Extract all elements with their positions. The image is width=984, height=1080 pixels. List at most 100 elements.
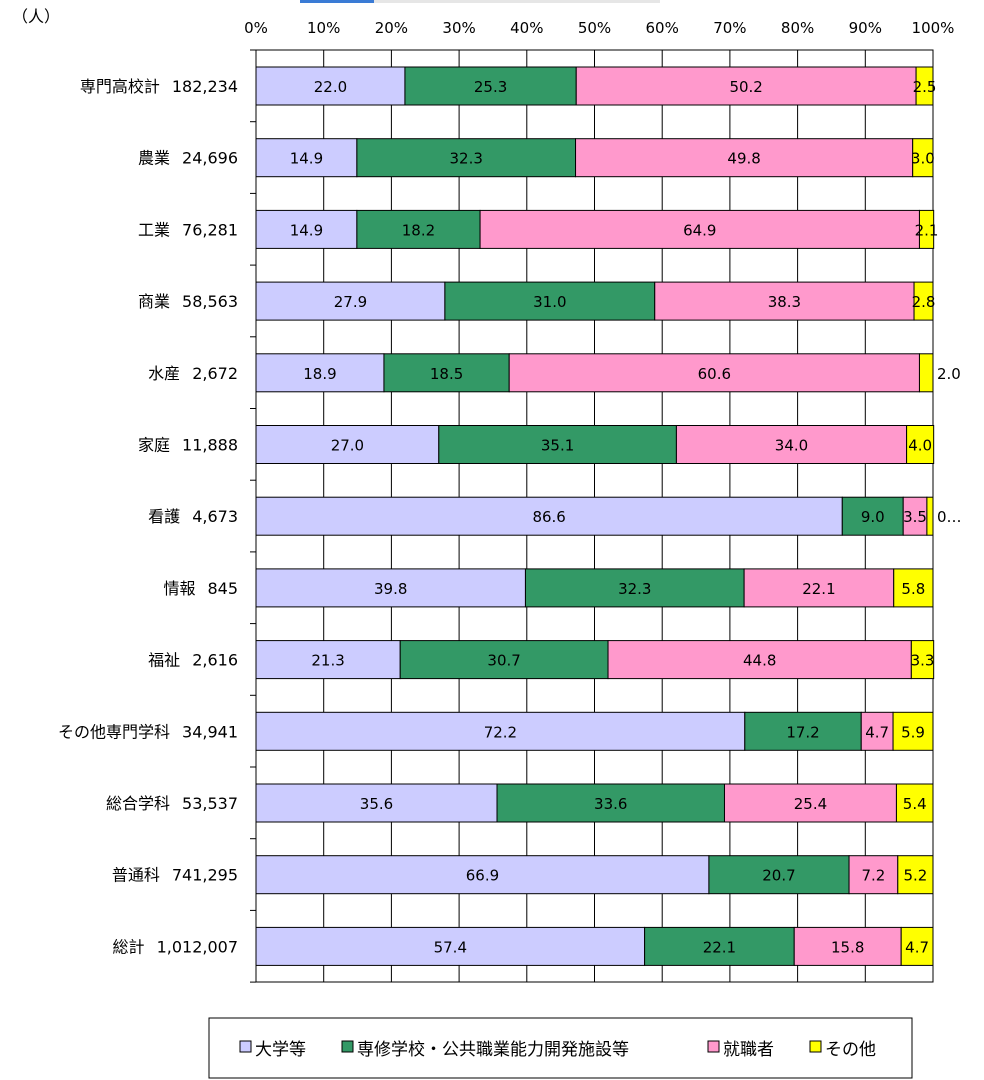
bar-segment: [793, 926, 902, 966]
data-label: 5.4: [903, 795, 927, 813]
category-label: 総合学科 53,537: [106, 794, 238, 813]
bar-segment: [860, 711, 894, 751]
bar-segment: [575, 66, 917, 106]
category-count: 741,295: [172, 866, 238, 885]
category-name: 普通科: [112, 866, 160, 885]
category-name: 農業: [138, 149, 170, 168]
category-label: 総計 1,012,007: [113, 937, 238, 956]
data-label: 22.1: [703, 938, 736, 956]
bar-segment: [479, 209, 920, 249]
category-name: 情報: [163, 579, 195, 598]
data-label: 14.9: [290, 221, 323, 239]
category-label: 情報 845: [163, 579, 238, 598]
data-label: 30.7: [487, 652, 520, 670]
data-label: 31.0: [533, 293, 566, 311]
category-count: 4,673: [192, 507, 238, 526]
bar-segment: [913, 281, 934, 321]
data-label: 35.6: [360, 795, 393, 813]
category-name: 商業: [138, 292, 170, 311]
bar-segment: [356, 209, 481, 249]
data-label: 5.9: [901, 723, 925, 741]
data-label: 39.8: [374, 580, 407, 598]
x-tick-labels: 0% 10% 20% 30% 40% 50% 60% 70% 80% 90% 100%: [244, 19, 954, 37]
bar-segment: [575, 138, 914, 178]
bar-segment: [912, 138, 934, 178]
bar-segment: [675, 425, 908, 464]
category-label: 家庭 11,888: [138, 436, 238, 455]
data-label: 25.4: [794, 795, 827, 813]
category-name: その他専門学科: [58, 722, 170, 741]
category-label: 専門高校計 182,234: [80, 77, 238, 96]
x-tick-label: 30%: [442, 19, 475, 37]
data-label: 44.8: [743, 652, 776, 670]
bar-segment: [906, 425, 935, 464]
data-label: 38.3: [768, 293, 801, 311]
category-count: 58,563: [182, 292, 238, 311]
bar-segment: [900, 926, 934, 966]
bar-segment: [255, 926, 646, 966]
bar-segment: [897, 855, 934, 895]
bar-segment: [743, 568, 895, 608]
data-label: 18.5: [430, 365, 463, 383]
top-scroll-track: [300, 0, 660, 3]
category-count: 2,616: [192, 651, 238, 670]
data-label: 3.3: [911, 652, 935, 670]
bar-segment: [444, 281, 656, 321]
legend-swatch: [341, 1040, 354, 1053]
unit-label: （人）: [12, 7, 60, 26]
category-label: 普通科 741,295: [112, 866, 238, 885]
data-label: 2.1: [915, 221, 939, 239]
bar-segment: [255, 353, 385, 393]
bar-segment: [607, 640, 912, 680]
data-label: 9.0: [861, 508, 885, 526]
data-label: 4.0: [908, 437, 932, 455]
bar-segment: [918, 353, 934, 393]
data-label: 7.2: [861, 867, 885, 885]
data-label: 18.2: [402, 221, 435, 239]
data-label: 22.1: [802, 580, 835, 598]
category-label: 商業 58,563: [138, 292, 238, 311]
category-count: 845: [207, 579, 238, 598]
bar-segment: [399, 640, 609, 680]
top-scroll-indicator: [300, 0, 374, 3]
legend-swatch: [239, 1040, 252, 1053]
data-label: 60.6: [698, 365, 731, 383]
category-label: 工業 76,281: [138, 220, 238, 239]
category-name: 工業: [138, 220, 170, 239]
category-count: 1,012,007: [157, 937, 238, 956]
x-tick-label: 60%: [646, 19, 679, 37]
data-label: 4.7: [865, 723, 889, 741]
x-tick-label: 0%: [244, 19, 268, 37]
category-name: 家庭: [138, 436, 170, 455]
bar-segment: [255, 425, 440, 464]
category-name: 水産: [148, 364, 180, 383]
data-label: 72.2: [484, 723, 517, 741]
legend-label: その他: [825, 1040, 876, 1060]
category-label: 看護 4,673: [148, 507, 238, 526]
legend-swatch: [809, 1040, 822, 1053]
category-count: 53,537: [182, 794, 238, 813]
bar-segment: [255, 281, 446, 321]
bar-segment: [255, 496, 843, 536]
data-label: 21.3: [311, 652, 344, 670]
data-label: 25.3: [474, 78, 507, 96]
category-count: 11,888: [182, 436, 238, 455]
bar-segment: [893, 568, 934, 608]
data-label: 50.2: [729, 78, 762, 96]
legend-label: 大学等: [255, 1040, 306, 1060]
bar-segment: [255, 783, 498, 823]
category-name: 福祉: [148, 651, 180, 670]
category-name: 総計: [113, 937, 145, 956]
bar-segment: [708, 855, 850, 895]
category-count: 182,234: [172, 77, 238, 96]
data-label: 20.7: [762, 867, 795, 885]
bar-segment: [356, 138, 577, 178]
bar-segment: [255, 640, 401, 680]
data-label: 57.4: [434, 938, 467, 956]
bar-segment: [644, 926, 795, 966]
category-count: 24,696: [182, 149, 238, 168]
data-label: 86.6: [532, 508, 565, 526]
x-tick-label: 50%: [578, 19, 611, 37]
data-label: 3.0: [911, 150, 935, 168]
bar-segment: [654, 281, 915, 321]
